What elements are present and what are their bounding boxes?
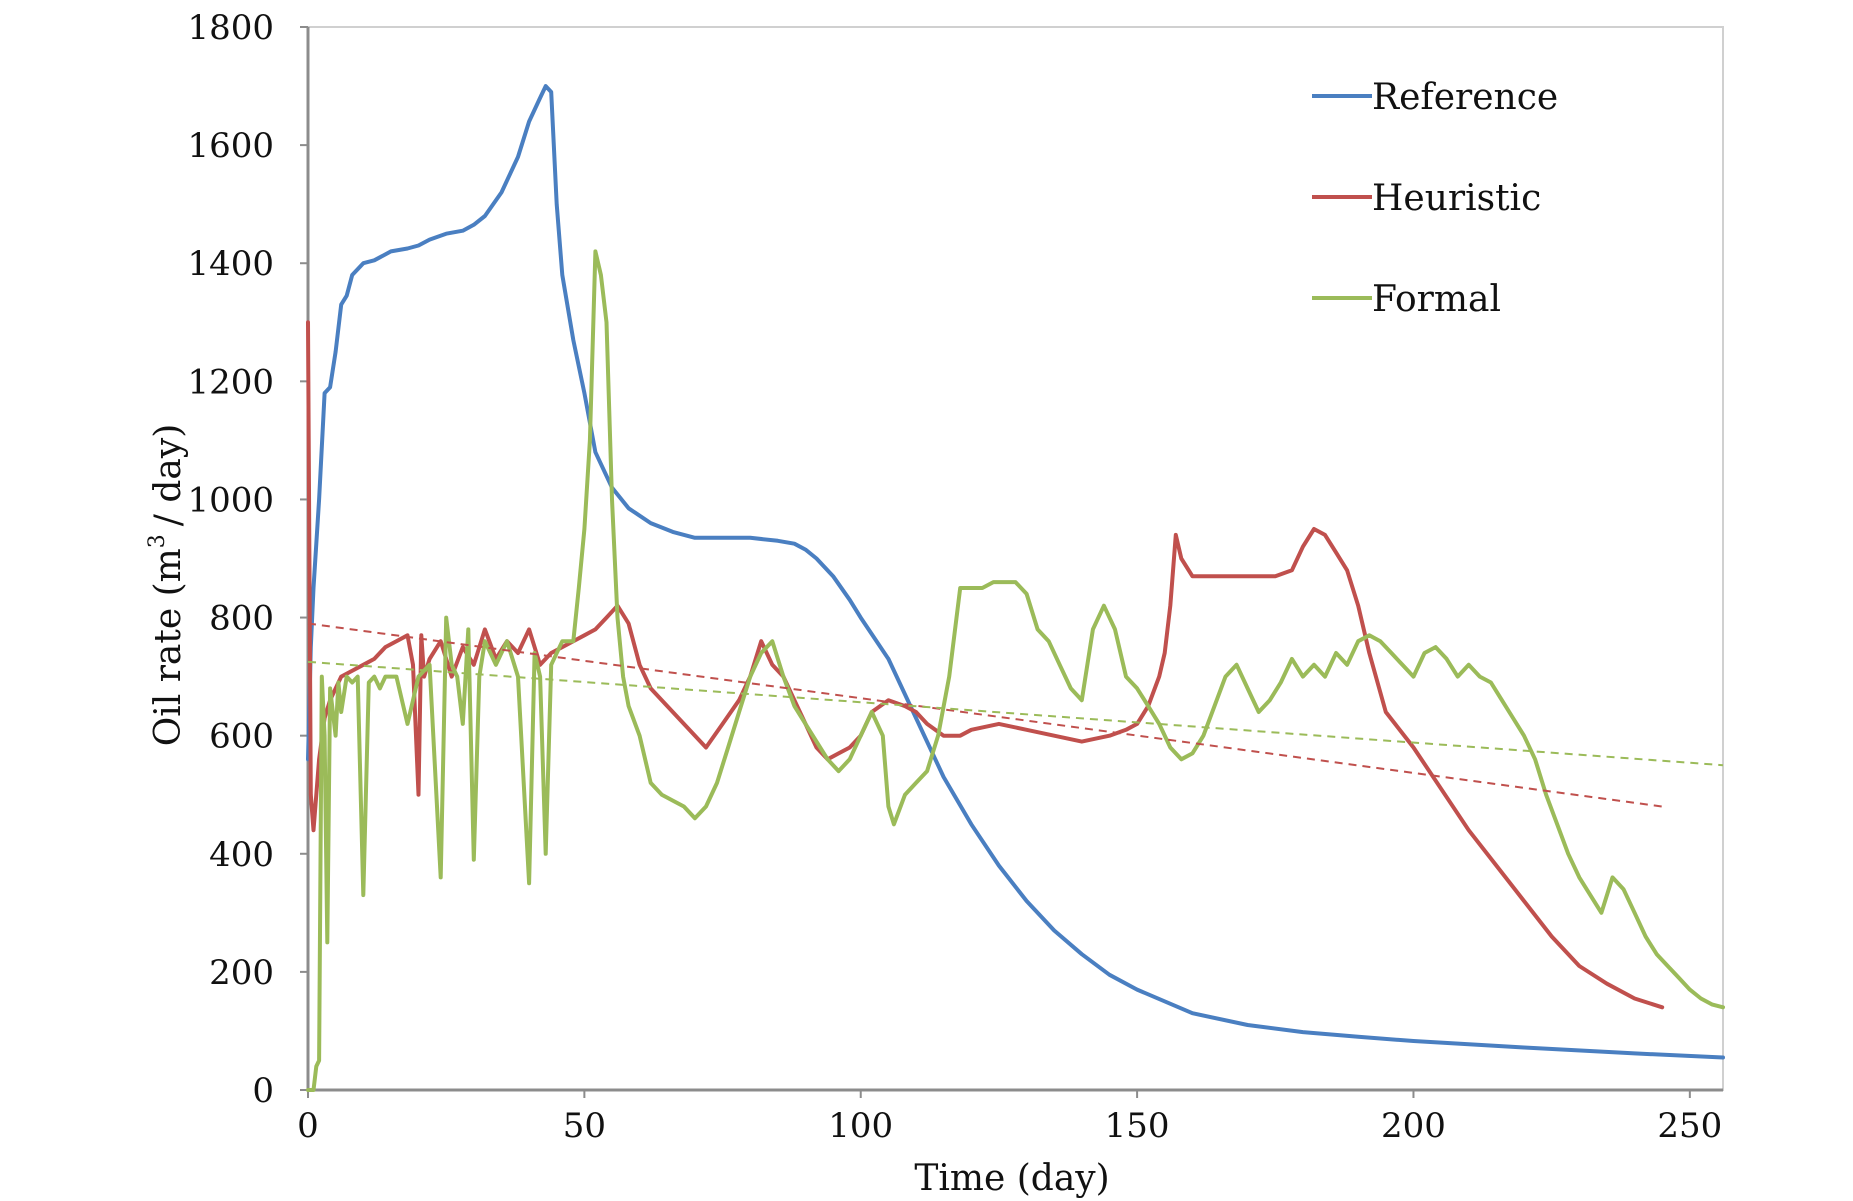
y-tick-label: 1800 bbox=[187, 8, 274, 48]
y-tick-label: 1000 bbox=[187, 480, 274, 520]
legend-label-reference: Reference bbox=[1372, 77, 1558, 118]
legend-label-heuristic: Heuristic bbox=[1372, 178, 1541, 219]
y-axis-title-main: Oil rate (m bbox=[148, 548, 189, 746]
y-tick-label: 400 bbox=[209, 835, 274, 875]
series-layer bbox=[306, 84, 1725, 1092]
y-axis-title-tail: / day) bbox=[148, 424, 189, 526]
series-line-formal bbox=[306, 249, 1725, 1092]
trendline-layer bbox=[307, 622, 1724, 808]
x-tick-label: 150 bbox=[1105, 1106, 1170, 1146]
series-line-reference bbox=[306, 84, 1725, 1060]
x-tick-label: 250 bbox=[1657, 1106, 1722, 1146]
y-tick-label: 200 bbox=[209, 953, 274, 993]
x-tick-label: 200 bbox=[1381, 1106, 1446, 1146]
y-axis-title: Oil rate (m3 / day) bbox=[145, 424, 189, 747]
y-tick-label: 1400 bbox=[187, 244, 274, 284]
x-axis-title: Time (day) bbox=[914, 1158, 1109, 1199]
y-tick-label: 0 bbox=[252, 1071, 274, 1111]
legend-label-formal: Formal bbox=[1372, 279, 1501, 320]
y-tick-label: 1200 bbox=[187, 362, 274, 402]
trendline-formal bbox=[307, 660, 1724, 767]
y-tick-label: 800 bbox=[209, 599, 274, 639]
y-tick-label: 600 bbox=[209, 717, 274, 757]
series-line-heuristic bbox=[306, 320, 1665, 1010]
x-tick-label: 100 bbox=[828, 1106, 893, 1146]
x-tick-label: 50 bbox=[563, 1106, 606, 1146]
trendline-heuristic bbox=[307, 622, 1663, 808]
y-axis-title-sup: 3 bbox=[145, 534, 170, 548]
y-axis: 0 200 400 600 800 1000 1200 1400 1600 1800 bbox=[187, 8, 308, 1111]
x-axis: 0 50 100 150 200 250 bbox=[297, 1090, 1722, 1146]
legend: Reference Heuristic Formal bbox=[1312, 77, 1558, 320]
x-tick-label: 0 bbox=[297, 1106, 319, 1146]
y-tick-label: 1600 bbox=[187, 126, 274, 166]
